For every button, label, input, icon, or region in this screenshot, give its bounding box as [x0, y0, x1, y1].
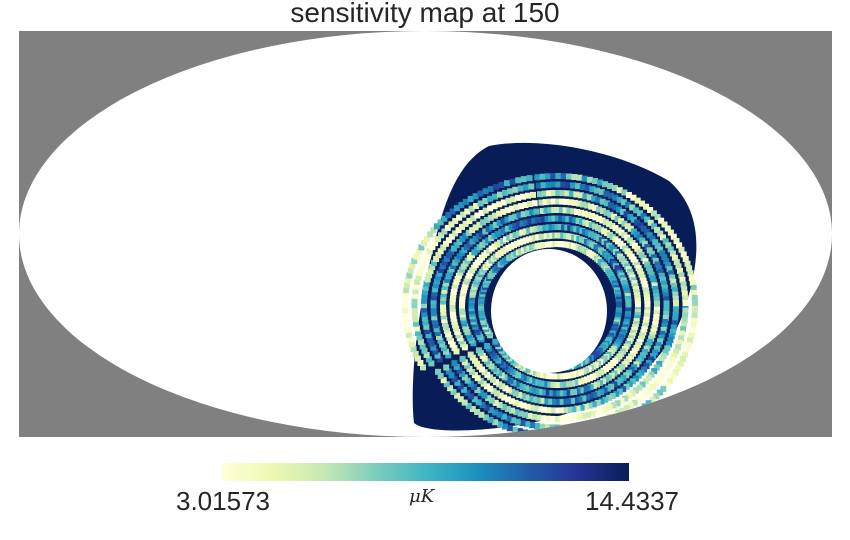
- colorbar-unit-label: μK: [409, 486, 435, 507]
- map-title: sensitivity map at 150: [290, 0, 560, 28]
- observed-sensitivity-region: [402, 142, 698, 437]
- sky-map: [19, 31, 832, 437]
- colorbar-min-label: 3.01573: [176, 486, 270, 516]
- colorbar-max-label: 14.4337: [585, 486, 679, 516]
- colorbar: [222, 463, 629, 481]
- colorbar-gradient: [222, 463, 629, 481]
